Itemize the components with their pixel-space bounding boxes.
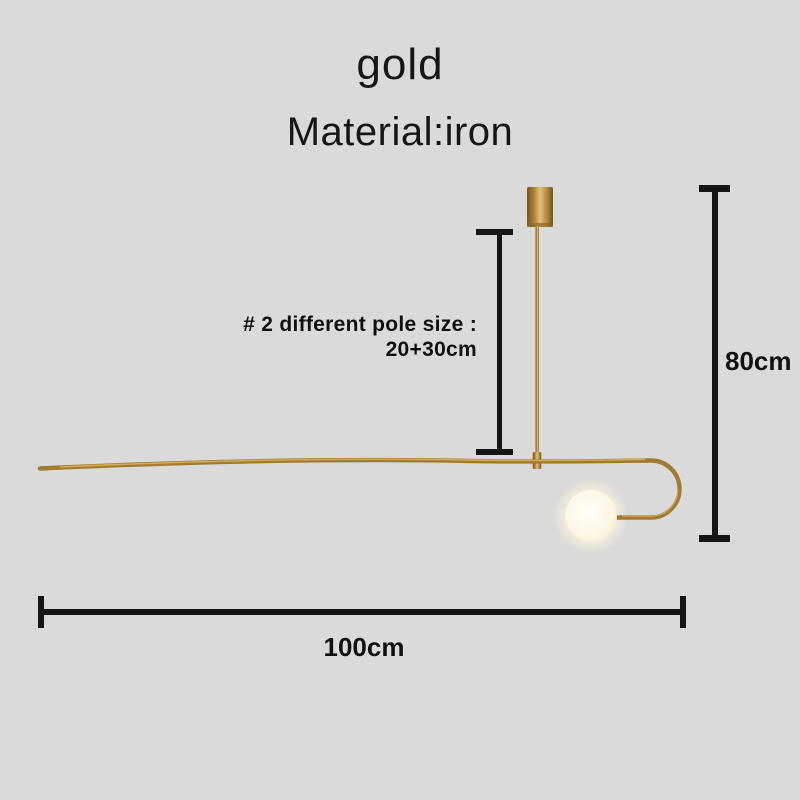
- width-dim-line: [41, 609, 683, 615]
- horizontal-arm: [37, 457, 682, 520]
- u-bend-highlight: [622, 488, 679, 517]
- pole-dim-bottom-cap: [476, 449, 513, 455]
- pendant-rod-highlight: [536, 226, 538, 456]
- height-dimension-label: 80cm: [725, 346, 792, 376]
- product-color-title: gold: [356, 40, 444, 89]
- pole-dim-top-cap: [476, 229, 513, 235]
- product-material-text: Material:iron: [286, 110, 514, 154]
- pole-size-note: # 2 different pole size : 20+30cm: [157, 312, 477, 362]
- height-dim-bottom-cap: [699, 535, 730, 542]
- glass-bulb: [565, 490, 617, 542]
- height-dim-line: [712, 185, 718, 541]
- pole-size-note-line2: 20+30cm: [385, 338, 477, 361]
- pole-dim-line: [497, 229, 502, 455]
- arm-highlight: [59, 458, 646, 468]
- width-dim-right-cap: [680, 596, 686, 628]
- width-dimension-label: 100cm: [323, 632, 405, 662]
- canopy-bottom-edge: [527, 223, 553, 227]
- ceiling-canopy: [527, 187, 553, 227]
- pole-size-note-line1: # 2 different pole size :: [243, 313, 477, 336]
